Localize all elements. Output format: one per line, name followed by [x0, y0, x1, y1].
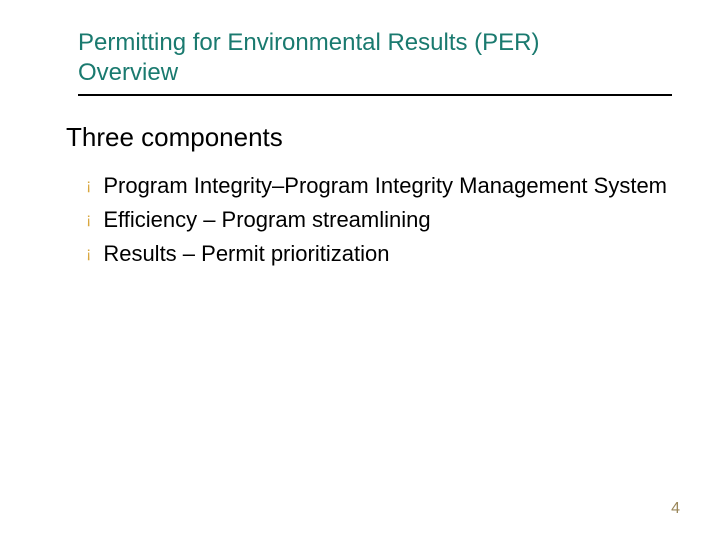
- bullet-text: Efficiency – Program streamlining: [103, 205, 430, 235]
- bullet-text: Results – Permit prioritization: [103, 239, 389, 269]
- title-block: Permitting for Environmental Results (PE…: [78, 28, 672, 96]
- bullet-icon: ¡: [86, 171, 91, 201]
- bullet-icon: ¡: [86, 205, 91, 235]
- slide: Permitting for Environmental Results (PE…: [0, 0, 720, 540]
- list-item: ¡ Efficiency – Program streamlining: [86, 205, 672, 235]
- list-item: ¡ Results – Permit prioritization: [86, 239, 672, 269]
- bullet-icon: ¡: [86, 239, 91, 269]
- page-number: 4: [671, 500, 680, 518]
- subheading: Three components: [66, 122, 672, 153]
- title-line-1: Permitting for Environmental Results (PE…: [78, 28, 672, 58]
- bullet-list: ¡ Program Integrity–Program Integrity Ma…: [86, 171, 672, 269]
- title-line-2: Overview: [78, 58, 672, 88]
- bullet-text: Program Integrity–Program Integrity Mana…: [103, 171, 667, 201]
- title-rule: [78, 94, 672, 96]
- list-item: ¡ Program Integrity–Program Integrity Ma…: [86, 171, 672, 201]
